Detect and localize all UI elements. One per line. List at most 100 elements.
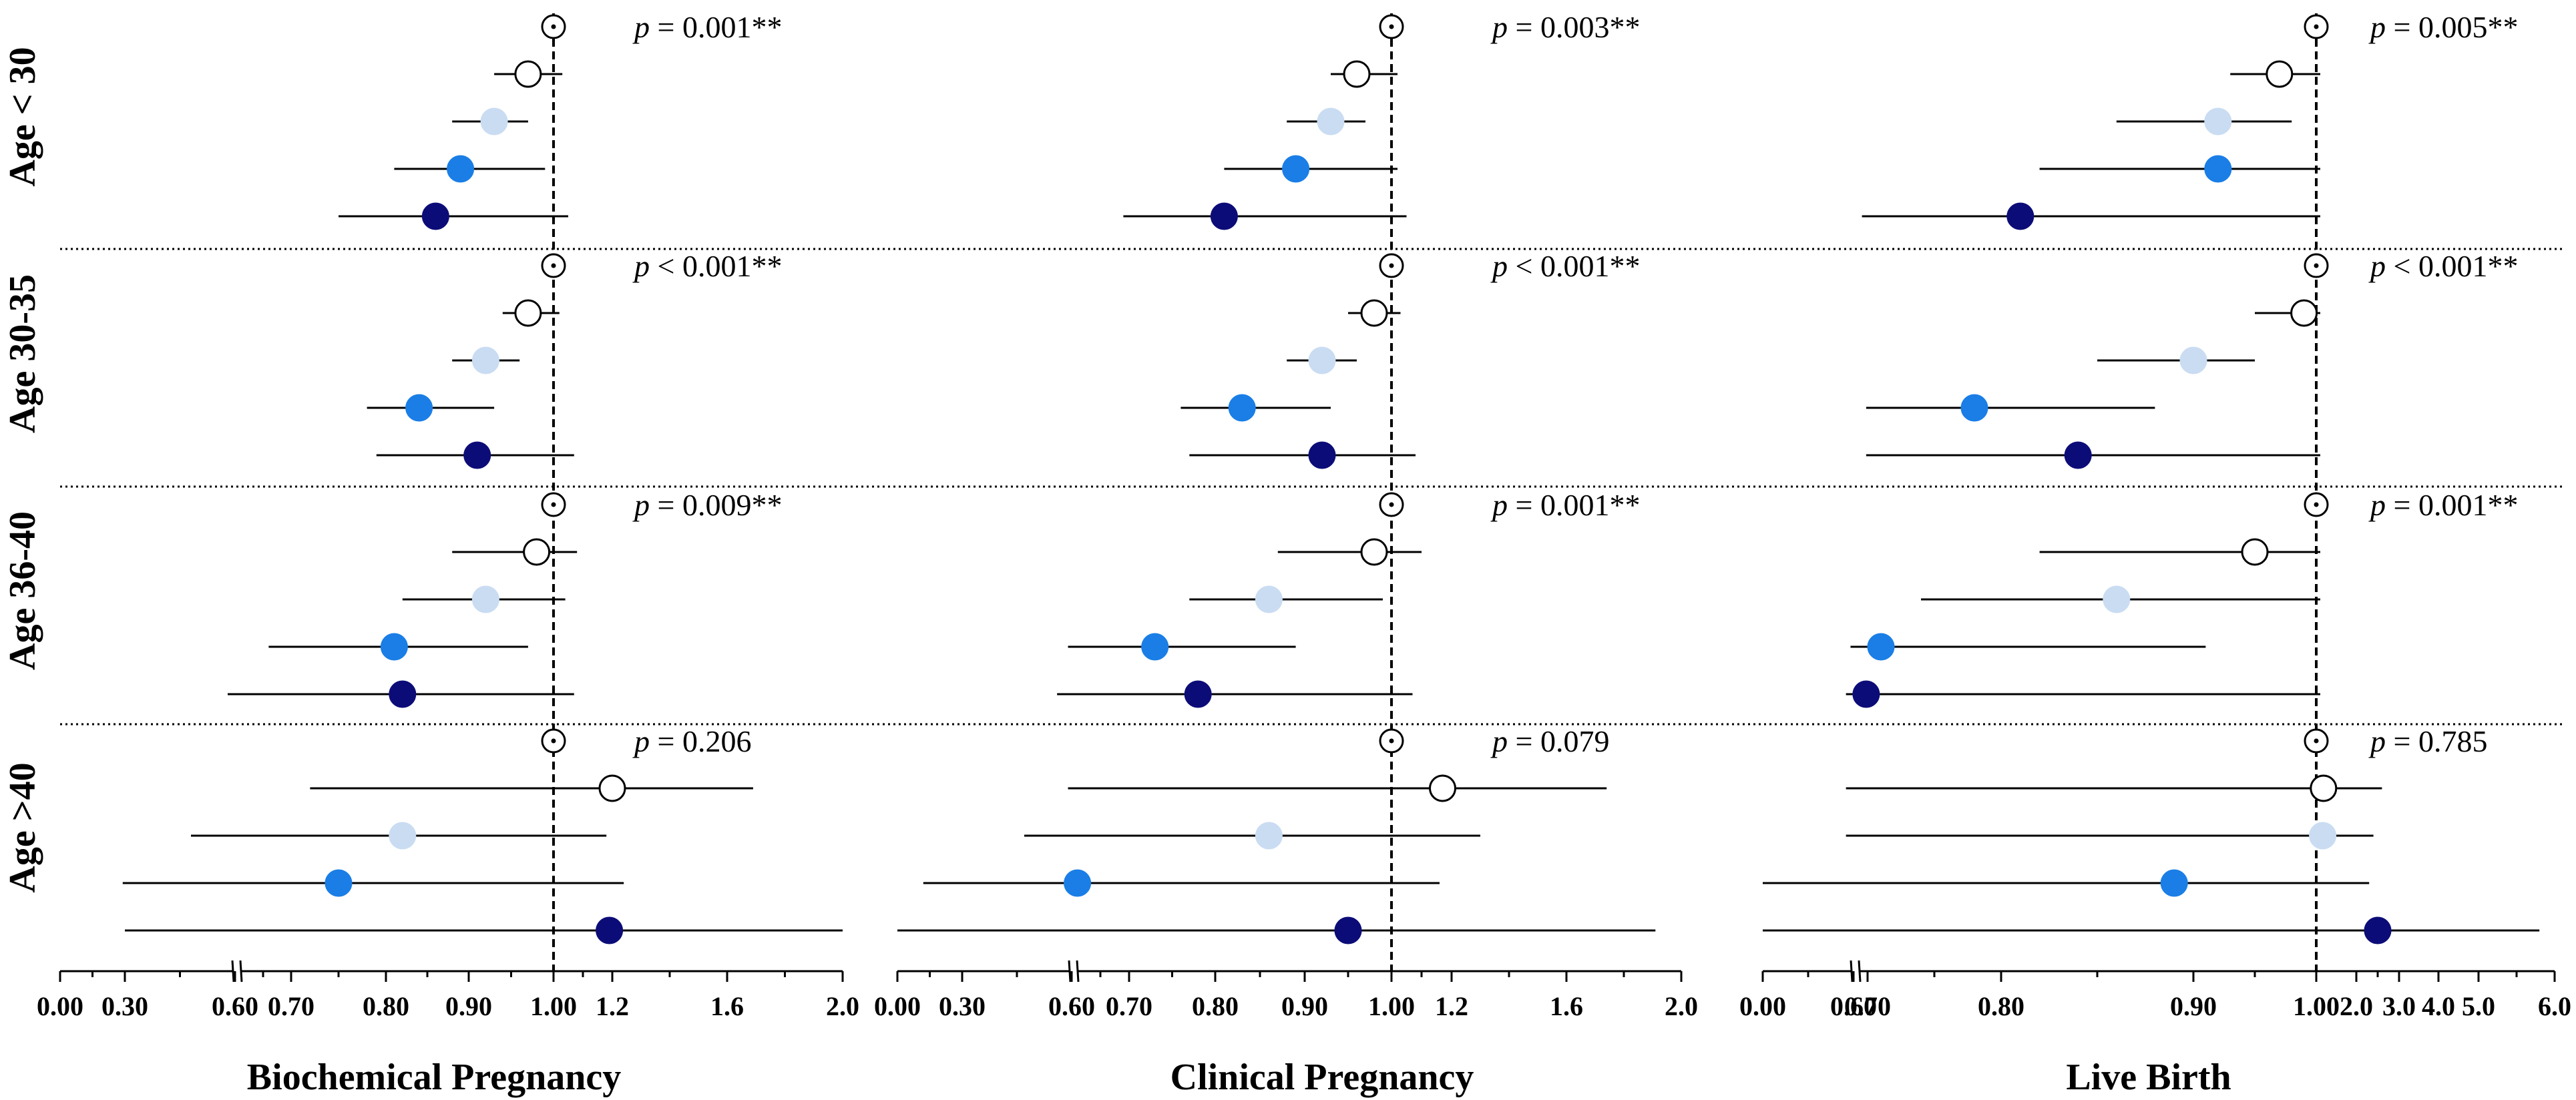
x-tick-label: 1.00 xyxy=(2293,991,2340,1021)
forest-row: p < 0.001** xyxy=(1180,249,1640,469)
x-tick-label: 0.90 xyxy=(445,991,492,1021)
forest-row: p = 0.001** xyxy=(1057,488,1640,708)
panels: p = 0.001** p < 0.001** p = 0.009** p = 0.2… xyxy=(37,10,2571,1098)
point-estimate-level3 xyxy=(325,869,353,897)
p-value-label: p = 0.001** xyxy=(2368,488,2518,522)
point-estimate-level1 xyxy=(2266,60,2294,88)
p-value-label: p < 0.001** xyxy=(1490,249,1640,283)
panel-title: Live Birth xyxy=(2066,1057,2231,1098)
point-estimate-level2 xyxy=(1255,822,1283,850)
point-estimate-level1 xyxy=(1360,538,1388,566)
x-tick-label: 0.60 xyxy=(1048,991,1095,1021)
forest-row: p = 0.001** xyxy=(339,10,782,230)
forest-row: p = 0.005** xyxy=(1862,10,2518,230)
x-tick-label: 2.0 xyxy=(826,991,859,1021)
x-tick-label: 0.70 xyxy=(268,991,314,1021)
point-estimate-level3 xyxy=(2204,155,2232,183)
panel-2: p = 0.003** p < 0.001** p = 0.001** p = 0.0… xyxy=(874,10,1698,1098)
x-tick-label: 0.30 xyxy=(939,991,986,1021)
p-value-label: p = 0.009** xyxy=(632,488,782,522)
point-estimate-level1 xyxy=(514,60,542,88)
reference-dot xyxy=(551,502,556,507)
forest-row: p = 0.003** xyxy=(1123,10,1640,230)
forest-row: p = 0.079 xyxy=(897,724,1656,944)
point-estimate-level2 xyxy=(480,107,508,135)
x-tick-label: 1.6 xyxy=(710,991,744,1021)
reference-dot xyxy=(551,24,556,29)
reference-dot xyxy=(551,263,556,268)
point-estimate-level4 xyxy=(2364,916,2392,944)
x-tick-label: 1.00 xyxy=(1368,991,1415,1021)
point-estimate-level3 xyxy=(1064,869,1092,897)
point-estimate-level2 xyxy=(1308,346,1336,374)
point-estimate-level3 xyxy=(447,155,475,183)
point-estimate-level2 xyxy=(2103,585,2131,613)
x-tick-label: 2.0 xyxy=(2340,991,2373,1021)
point-estimate-level4 xyxy=(463,441,491,469)
point-estimate-level3 xyxy=(380,633,408,661)
x-tick-label: 0.60 xyxy=(1830,991,1877,1021)
x-tick-label: 1.2 xyxy=(1435,991,1468,1021)
point-estimate-level3 xyxy=(1282,155,1310,183)
point-estimate-level1 xyxy=(1429,774,1456,802)
axis-break-mark xyxy=(1850,960,1854,983)
reference-dot xyxy=(1389,502,1394,507)
axis-break-mark xyxy=(1858,960,1862,983)
x-tick-label: 2.0 xyxy=(1665,991,1698,1021)
axis-break-mark xyxy=(231,960,235,983)
age-label-under-30: Age < 30 xyxy=(2,47,43,186)
x-tick-label: 0.80 xyxy=(1192,991,1239,1021)
p-value-label: p = 0.001** xyxy=(1490,488,1640,522)
x-tick-label: 4.0 xyxy=(2422,991,2455,1021)
x-tick-label: 5.0 xyxy=(2462,991,2495,1021)
reference-dot xyxy=(551,738,556,744)
point-estimate-level1 xyxy=(2310,774,2338,802)
axis-break-mark xyxy=(1076,960,1080,983)
x-tick-label: 0.80 xyxy=(1978,991,2024,1021)
x-tick-label: 0.90 xyxy=(1281,991,1328,1021)
x-tick-label: 0.00 xyxy=(1739,991,1786,1021)
axis-break-mark xyxy=(239,960,243,983)
point-estimate-level3 xyxy=(1228,394,1256,422)
point-estimate-level2 xyxy=(389,822,417,850)
point-estimate-level3 xyxy=(1960,394,1988,422)
panel-title: Clinical Pregnancy xyxy=(1170,1057,1474,1098)
reference-dot xyxy=(2314,263,2319,268)
point-estimate-level4 xyxy=(1210,202,1238,230)
x-tick-label: 0.80 xyxy=(363,991,409,1021)
point-estimate-level1 xyxy=(2290,299,2318,327)
forest-row: p = 0.206 xyxy=(122,724,843,944)
x-tick-label: 1.00 xyxy=(530,991,577,1021)
point-estimate-level4 xyxy=(421,202,449,230)
point-estimate-level3 xyxy=(405,394,433,422)
x-tick-label: 0.30 xyxy=(101,991,148,1021)
p-value-label: p < 0.001** xyxy=(632,249,782,283)
x-tick-label: 0.60 xyxy=(212,991,258,1021)
point-estimate-level1 xyxy=(2241,538,2269,566)
point-estimate-level1 xyxy=(1360,299,1388,327)
x-tick-label: 0.90 xyxy=(2170,991,2217,1021)
p-value-label: p = 0.785 xyxy=(2368,724,2487,758)
point-estimate-level3 xyxy=(2160,869,2188,897)
reference-dot xyxy=(1389,263,1394,268)
point-estimate-level2 xyxy=(471,585,499,613)
point-estimate-level4 xyxy=(1308,441,1336,469)
point-estimate-level1 xyxy=(598,774,626,802)
age-label-30-35: Age 30-35 xyxy=(2,274,43,433)
point-estimate-level2 xyxy=(1255,585,1283,613)
forest-row: p = 0.785 xyxy=(1763,724,2540,944)
panel-1: p = 0.001** p < 0.001** p = 0.009** p = 0.2… xyxy=(37,10,859,1098)
reference-dot xyxy=(2314,24,2319,29)
x-tick-label: 1.6 xyxy=(1550,991,1583,1021)
x-tick-label: 1.2 xyxy=(596,991,629,1021)
point-estimate-level2 xyxy=(1317,107,1345,135)
point-estimate-level1 xyxy=(514,299,542,327)
p-value-label: p = 0.003** xyxy=(1490,10,1640,44)
point-estimate-level4 xyxy=(1184,680,1212,708)
point-estimate-level4 xyxy=(2064,441,2092,469)
forest-row: p < 0.001** xyxy=(367,249,782,469)
age-label-36-40: Age 36-40 xyxy=(2,511,43,670)
reference-dot xyxy=(2314,502,2319,507)
x-tick-label: 0.70 xyxy=(1106,991,1152,1021)
